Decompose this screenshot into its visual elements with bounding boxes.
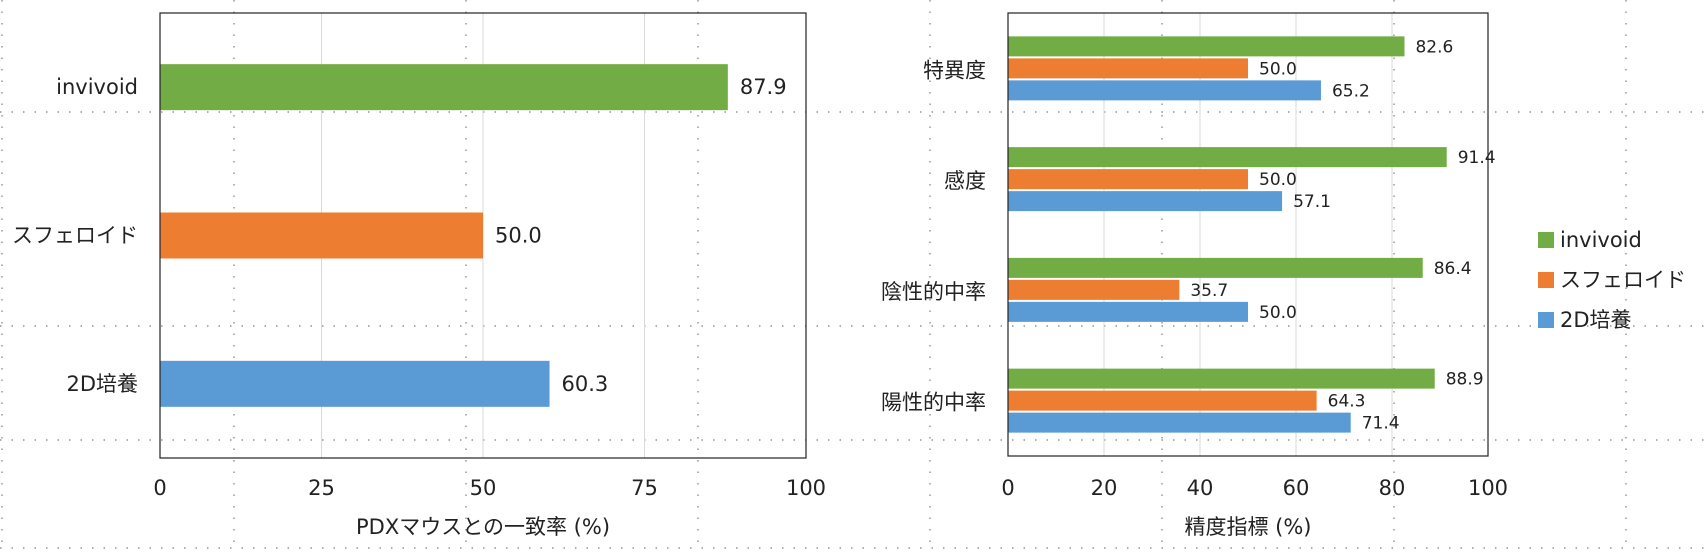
- chart1-x-tick-label: 0: [153, 476, 166, 500]
- chart2-bar: [1008, 279, 1180, 300]
- chart1-value-label: 87.9: [740, 75, 787, 99]
- chart2-value-label: 71.4: [1362, 414, 1400, 434]
- chart1-value-label: 50.0: [495, 224, 542, 248]
- chart2-value-label: 91.4: [1458, 148, 1496, 168]
- chart2-value-label: 82.6: [1415, 37, 1453, 57]
- chart2-gridlines: [1103, 13, 1393, 456]
- chart1-value-label: 60.3: [562, 372, 609, 396]
- chart2-x-tick-label: 0: [1001, 476, 1014, 500]
- chart2-bar: [1008, 368, 1435, 389]
- legend-label: invivoid: [1560, 228, 1642, 252]
- chart2-value-labels: 82.650.065.291.450.057.186.435.750.088.9…: [1190, 37, 1495, 433]
- chart1-x-tick-label: 25: [308, 476, 335, 500]
- chart2-plot-frame: [1007, 12, 1489, 457]
- chart2-value-label: 65.2: [1332, 81, 1370, 101]
- chart2-bar: [1008, 301, 1248, 322]
- chart2-legend: invivoid スフェロイド 2D培養: [1538, 228, 1686, 332]
- chart1-category-label: 2D培養: [66, 372, 138, 396]
- chart1-x-axis-title: PDXマウスとの一致率 (%): [356, 515, 610, 539]
- chart2-x-tick-label: 60: [1283, 476, 1310, 500]
- chart2-category-label: 陽性的中率: [881, 391, 986, 415]
- chart1-plot-frame: [159, 12, 807, 459]
- chart1-category-label: スフェロイド: [12, 224, 138, 248]
- chart2-x-tick-label: 20: [1091, 476, 1118, 500]
- chart2-category-label: 感度: [944, 169, 986, 193]
- chart2-bar: [1008, 257, 1423, 278]
- chart2-value-label: 64.3: [1328, 392, 1366, 412]
- chart1-value-labels: 87.9 50.0 60.3: [495, 75, 787, 396]
- chart2-bar: [1008, 412, 1351, 433]
- legend-label: スフェロイド: [1560, 268, 1686, 292]
- chart2-value-label: 50.0: [1259, 59, 1297, 79]
- chart1-bar: [160, 212, 483, 259]
- chart2-bar: [1008, 390, 1317, 411]
- chart2-bars: [1008, 36, 1447, 433]
- chart1-x-tick-label: 75: [631, 476, 658, 500]
- chart1-x-tick-labels: 0 25 50 75 100: [153, 476, 826, 500]
- chart2-bar: [1008, 169, 1248, 190]
- chart2-bar: [1008, 36, 1405, 57]
- chart1-bars: [160, 64, 728, 407]
- chart2-bar: [1008, 80, 1321, 101]
- chart1-category-labels: invivoid スフェロイド 2D培養: [12, 75, 138, 396]
- chart2-category-label: 陰性的中率: [881, 280, 986, 304]
- chart2-value-label: 88.9: [1446, 370, 1484, 390]
- chart-pdx-concordance: 87.9 50.0 60.3 invivoid スフェロイド 2D培養 0 25 50 75 1…: [12, 12, 826, 539]
- legend-swatch: [1538, 232, 1554, 248]
- chart1-category-label: invivoid: [56, 75, 138, 99]
- legend-label: 2D培養: [1560, 308, 1632, 332]
- chart1-x-tick-label: 100: [786, 476, 826, 500]
- chart2-x-tick-labels: 0 20 40 60 80 100: [1001, 476, 1508, 500]
- legend-swatch: [1538, 272, 1554, 288]
- chart2-value-label: 50.0: [1259, 303, 1297, 323]
- chart2-value-label: 35.7: [1190, 281, 1228, 301]
- chart2-x-tick-label: 40: [1187, 476, 1214, 500]
- chart1-x-tick-label: 50: [470, 476, 497, 500]
- chart2-value-label: 57.1: [1293, 192, 1331, 212]
- chart2-value-label: 86.4: [1434, 259, 1472, 279]
- chart2-bar: [1008, 58, 1248, 79]
- chart2-x-tick-label: 100: [1468, 476, 1508, 500]
- chart1-bar: [160, 64, 728, 111]
- legend-swatch: [1538, 312, 1554, 328]
- chart2-category-label: 特異度: [923, 58, 986, 82]
- chart2-bar: [1008, 147, 1447, 168]
- chart1-bar: [160, 360, 550, 407]
- chart2-x-tick-label: 80: [1379, 476, 1406, 500]
- chart2-value-label: 50.0: [1259, 170, 1297, 190]
- chart-accuracy-metrics: 82.650.065.291.450.057.186.435.750.088.9…: [881, 12, 1686, 539]
- chart2-x-axis-title: 精度指標 (%): [1184, 515, 1311, 539]
- chart2-bar: [1008, 191, 1283, 212]
